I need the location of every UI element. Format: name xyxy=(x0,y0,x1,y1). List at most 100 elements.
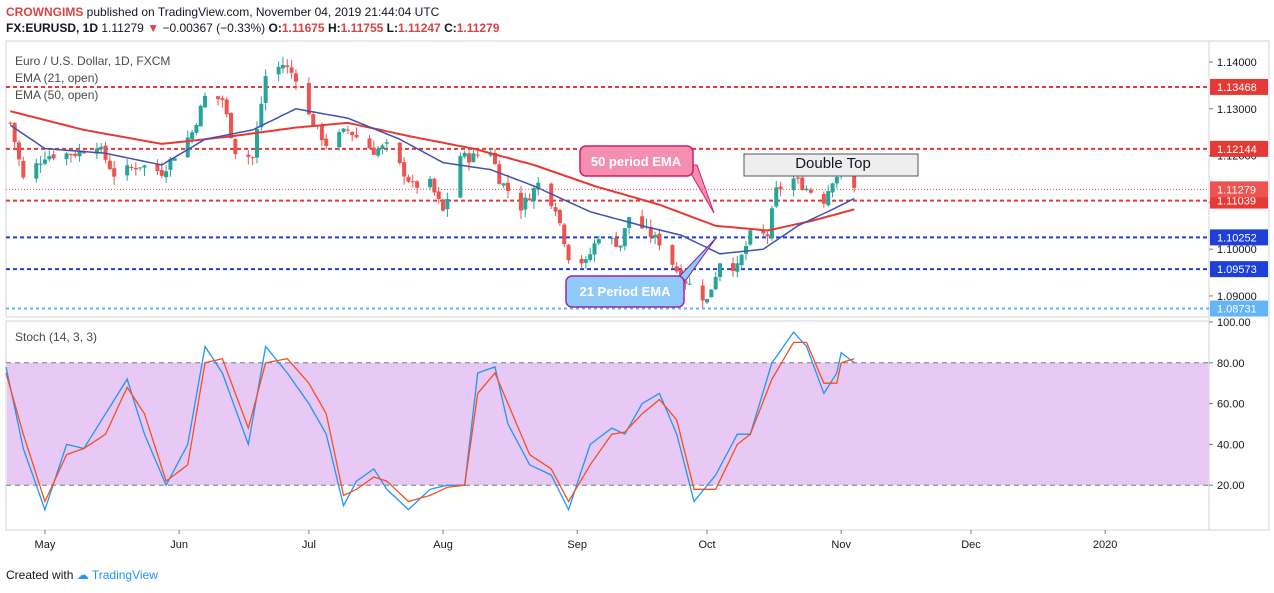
candle-body[interactable] xyxy=(579,258,584,264)
candle-body[interactable] xyxy=(107,160,112,170)
candle-body[interactable] xyxy=(778,186,783,190)
candle-body[interactable] xyxy=(549,183,554,207)
candle-body[interactable] xyxy=(769,208,774,239)
candle-body[interactable] xyxy=(168,158,173,170)
candle-body[interactable] xyxy=(709,289,714,298)
candle-body[interactable] xyxy=(354,134,359,138)
candle-body[interactable] xyxy=(324,138,329,146)
candle-body[interactable] xyxy=(536,182,541,190)
candle-body[interactable] xyxy=(159,169,164,176)
candle-body[interactable] xyxy=(583,259,588,263)
candle-body[interactable] xyxy=(648,227,653,238)
candle-body[interactable] xyxy=(42,159,47,164)
candle-body[interactable] xyxy=(505,182,510,191)
candle-body[interactable] xyxy=(319,124,324,141)
candle-body[interactable] xyxy=(497,164,502,185)
candle-body[interactable] xyxy=(553,207,558,212)
candle-body[interactable] xyxy=(674,266,679,272)
candle-body[interactable] xyxy=(852,169,857,188)
candle-body[interactable] xyxy=(164,171,169,178)
candle-body[interactable] xyxy=(337,132,342,148)
candle-body[interactable] xyxy=(730,263,735,271)
candle-body[interactable] xyxy=(16,142,21,160)
candle-body[interactable] xyxy=(371,147,376,155)
candle-body[interactable] xyxy=(216,96,221,100)
candle-body[interactable] xyxy=(566,244,571,261)
candle-body[interactable] xyxy=(670,245,675,265)
candle-body[interactable] xyxy=(77,150,82,157)
candle-body[interactable] xyxy=(826,191,831,206)
ema50-line[interactable] xyxy=(10,110,855,232)
candle-body[interactable] xyxy=(21,160,26,178)
candle-body[interactable] xyxy=(350,131,355,136)
candle-body[interactable] xyxy=(830,183,835,193)
candle-body[interactable] xyxy=(402,162,407,177)
candle-body[interactable] xyxy=(112,168,117,177)
candle-body[interactable] xyxy=(432,178,437,193)
candle-body[interactable] xyxy=(233,138,238,155)
candle-body[interactable] xyxy=(471,153,476,163)
ema21-line[interactable] xyxy=(9,108,855,255)
candle-body[interactable] xyxy=(657,233,662,246)
candle-body[interactable] xyxy=(94,148,99,154)
stoch-d-line[interactable] xyxy=(5,341,855,504)
candle-body[interactable] xyxy=(441,199,446,211)
candle-body[interactable] xyxy=(280,65,285,69)
candle-body[interactable] xyxy=(155,164,160,172)
candle-body[interactable] xyxy=(618,245,623,248)
candle-body[interactable] xyxy=(531,188,536,201)
candle-body[interactable] xyxy=(445,198,450,210)
candle-body[interactable] xyxy=(341,128,346,132)
candle-body[interactable] xyxy=(609,237,614,239)
candle-body[interactable] xyxy=(47,156,52,160)
candle-body[interactable] xyxy=(557,209,562,224)
candle-body[interactable] xyxy=(68,154,73,156)
candle-body[interactable] xyxy=(285,65,290,68)
candle-body[interactable] xyxy=(185,137,190,158)
candle-body[interactable] xyxy=(622,228,627,247)
candle-body[interactable] xyxy=(687,283,692,285)
candle-body[interactable] xyxy=(713,276,718,290)
candle-body[interactable] xyxy=(194,125,199,133)
candle-body[interactable] xyxy=(254,128,259,158)
candle-body[interactable] xyxy=(795,177,800,179)
candle-body[interactable] xyxy=(190,132,195,140)
candle-body[interactable] xyxy=(367,138,372,149)
candle-body[interactable] xyxy=(705,299,710,303)
candle-body[interactable] xyxy=(276,66,281,75)
candle-body[interactable] xyxy=(834,177,839,184)
candle-body[interactable] xyxy=(761,231,766,234)
candle-body[interactable] xyxy=(397,142,402,164)
candle-body[interactable] xyxy=(748,230,753,245)
candle-body[interactable] xyxy=(492,152,497,165)
candle-body[interactable] xyxy=(259,103,264,128)
candle-body[interactable] xyxy=(415,181,420,188)
candle-body[interactable] xyxy=(203,95,208,108)
candle-body[interactable] xyxy=(501,183,506,186)
candle-body[interactable] xyxy=(653,234,658,238)
candle-body[interactable] xyxy=(523,197,528,210)
candle-body[interactable] xyxy=(475,154,480,156)
candle-body[interactable] xyxy=(311,114,316,126)
candle-body[interactable] xyxy=(527,198,532,201)
candle-body[interactable] xyxy=(138,167,143,169)
candle-body[interactable] xyxy=(739,254,744,266)
candle-body[interactable] xyxy=(428,178,433,188)
candle-body[interactable] xyxy=(250,157,255,159)
candle-body[interactable] xyxy=(345,129,350,131)
candle-body[interactable] xyxy=(467,153,472,163)
candle-body[interactable] xyxy=(380,145,385,150)
candle-body[interactable] xyxy=(229,112,234,139)
candle-body[interactable] xyxy=(804,188,809,191)
candle-body[interactable] xyxy=(592,243,597,255)
candle-body[interactable] xyxy=(64,153,69,159)
candle-body[interactable] xyxy=(125,165,130,176)
candle-body[interactable] xyxy=(289,67,294,73)
candle-body[interactable] xyxy=(198,105,203,127)
candle-body[interactable] xyxy=(142,165,147,168)
candle-body[interactable] xyxy=(293,73,298,82)
candle-body[interactable] xyxy=(99,146,104,150)
candle-body[interactable] xyxy=(34,163,39,179)
candle-body[interactable] xyxy=(640,216,645,229)
